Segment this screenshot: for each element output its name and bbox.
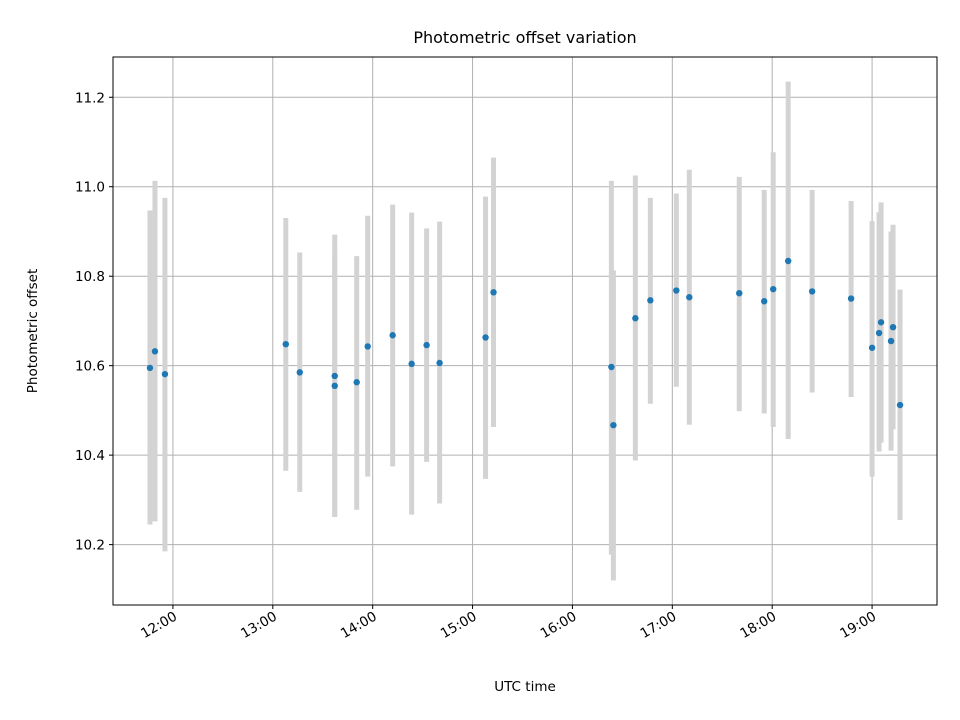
grid-layer [113, 57, 937, 605]
data-point [490, 289, 497, 296]
data-point [761, 298, 768, 305]
data-point [353, 379, 360, 386]
data-point [282, 340, 289, 348]
data-point [423, 341, 430, 349]
y-tick-label: 11.0 [75, 180, 105, 196]
point-layer [146, 257, 904, 429]
data-point [296, 369, 303, 376]
plot-frame [112, 56, 938, 606]
data-point [736, 289, 743, 297]
data-point [808, 288, 816, 295]
data-point [896, 401, 904, 409]
y-tick-label: 11.2 [75, 90, 105, 106]
data-point [610, 421, 617, 429]
y-tick-label: 10.4 [75, 448, 105, 464]
y-tick-label: 10.2 [75, 538, 105, 554]
data-point [868, 344, 876, 351]
data-point [331, 382, 338, 389]
data-point [686, 294, 693, 301]
data-point [769, 285, 777, 293]
data-point [608, 363, 615, 371]
y-tick-label: 10.6 [75, 359, 105, 375]
data-point [389, 332, 396, 339]
data-point [146, 364, 154, 372]
chart-title: Photometric offset variation [413, 28, 636, 47]
data-point [436, 359, 443, 367]
data-point [632, 315, 639, 322]
data-point [151, 348, 159, 355]
data-point [331, 372, 338, 380]
data-point [673, 287, 680, 294]
data-point [647, 297, 654, 304]
x-axis-label: UTC time [494, 679, 556, 695]
data-point [889, 323, 897, 331]
data-point [161, 370, 169, 378]
data-point [408, 360, 415, 368]
data-point [364, 343, 371, 350]
data-point [482, 334, 489, 341]
y-axis-label: Photometric offset [25, 269, 41, 393]
data-point [887, 337, 895, 345]
data-point [847, 295, 855, 302]
data-point [875, 329, 883, 337]
y-tick-label: 10.8 [75, 269, 105, 285]
data-point [784, 257, 792, 265]
data-point [877, 319, 885, 326]
